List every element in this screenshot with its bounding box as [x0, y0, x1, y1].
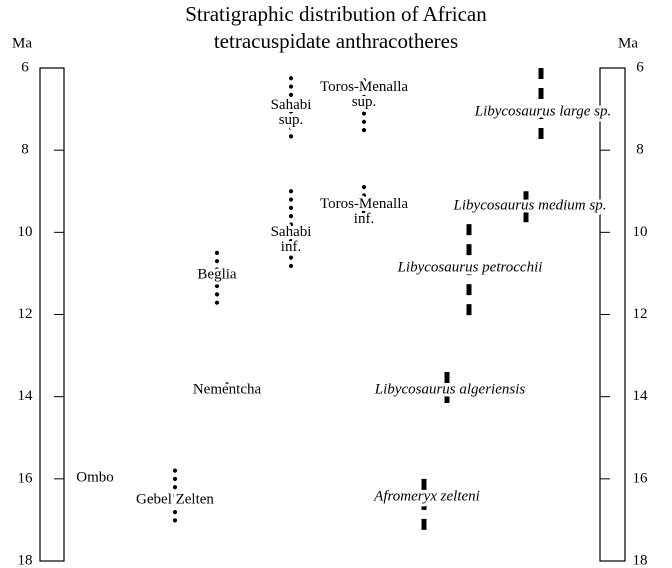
y-tick-label: 6	[21, 59, 29, 75]
locality-label: sup.	[352, 94, 377, 110]
locality-label: Toros-Menalla	[320, 79, 408, 95]
y-tick-label: 10	[633, 224, 648, 240]
taxon-label: Libycosaurus algeriensis	[374, 381, 526, 397]
locality-label: sup.	[279, 112, 304, 128]
locality-label: inf.	[354, 211, 374, 227]
annotation: Ombo	[76, 469, 114, 485]
y-tick-label: 6	[636, 59, 644, 75]
chart-title: Stratigraphic distribution of African	[185, 2, 487, 26]
y-tick-label: 8	[636, 142, 644, 158]
y-tick-label: 18	[633, 552, 648, 568]
taxon-label: Libycosaurus large sp.	[474, 103, 612, 119]
y-tick-label: 14	[633, 388, 649, 404]
y-tick-label: 14	[18, 388, 34, 404]
y-tick-label: 12	[18, 306, 33, 322]
y-axis-label: Ma	[12, 35, 32, 51]
y-tick-label: 16	[633, 470, 649, 486]
taxon-label: Libycosaurus petrocchii	[397, 259, 543, 275]
locality-label: Beglia	[197, 266, 236, 282]
y-tick-label: 16	[18, 470, 34, 486]
y-tick-label: 8	[21, 142, 29, 158]
taxon-label: Libycosaurus medium sp.	[453, 197, 607, 213]
y-tick-label: 18	[18, 552, 33, 568]
locality-label: Sahabi	[271, 224, 312, 240]
taxon-label: Afromeryx zelteni	[373, 488, 480, 504]
chart-title: tetracuspidate anthracotheres	[214, 29, 458, 53]
y-tick-label: 10	[18, 224, 33, 240]
locality-label: Nementcha	[193, 381, 262, 397]
locality-label: Toros-Menalla	[320, 196, 408, 212]
y-tick-label: 12	[633, 306, 648, 322]
locality-label: Sahabi	[271, 97, 312, 113]
locality-label: Gebel Zelten	[136, 491, 214, 507]
y-axis-label: Ma	[618, 35, 638, 51]
locality-label: inf.	[281, 239, 301, 255]
